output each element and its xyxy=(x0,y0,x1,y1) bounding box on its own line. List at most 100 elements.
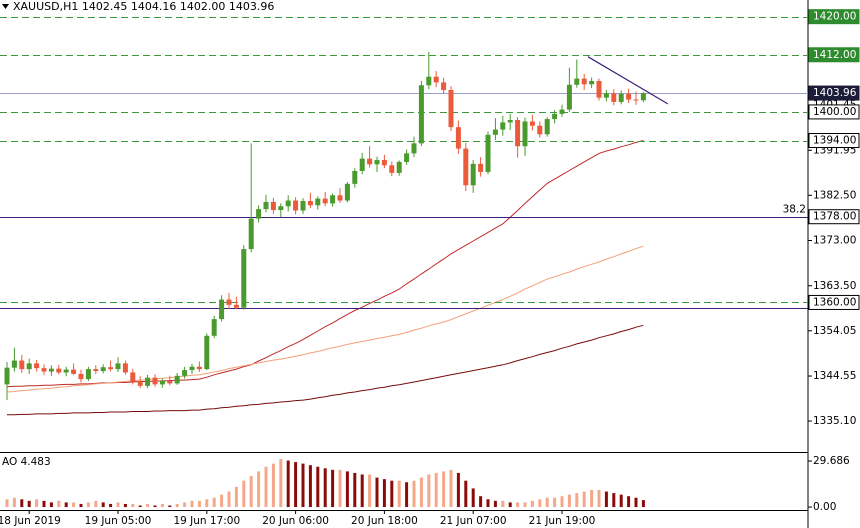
candle-body xyxy=(507,120,513,123)
ao-bar xyxy=(360,474,364,508)
ao-bar xyxy=(205,499,209,508)
candle-body xyxy=(596,80,602,98)
candle-body xyxy=(248,218,254,250)
x-tick-label: 20 Jun 06:00 xyxy=(262,515,329,527)
menu-triangle[interactable] xyxy=(2,4,9,9)
candle-body xyxy=(256,209,262,219)
candle-body xyxy=(219,299,225,320)
price-label-box xyxy=(808,85,860,101)
candle-body xyxy=(544,119,550,135)
ao-bar xyxy=(72,502,76,508)
ao-bar xyxy=(575,493,579,508)
candle-body xyxy=(145,377,151,386)
candle-body xyxy=(581,78,587,85)
candle-body xyxy=(300,200,306,211)
ao-bar xyxy=(516,502,520,508)
candle-body xyxy=(182,370,188,376)
ao-bar xyxy=(641,500,645,508)
candle-body xyxy=(448,90,454,128)
candle-body xyxy=(108,367,114,370)
ao-bar xyxy=(212,497,216,508)
candle-body xyxy=(529,121,535,126)
ao-bar xyxy=(175,503,179,508)
ao-bar xyxy=(345,471,349,508)
candle-body xyxy=(367,158,373,165)
candle-body xyxy=(307,200,313,206)
y-tick-label: 1363.50 xyxy=(813,280,856,292)
indicator-title: AO 4.483 xyxy=(2,456,51,468)
moving-average xyxy=(6,245,644,393)
candle-body xyxy=(4,367,10,385)
candle-body xyxy=(559,109,565,114)
candle-body xyxy=(322,198,328,204)
ao-bar xyxy=(449,469,453,508)
y-tick-label: 1354.05 xyxy=(813,325,856,337)
candle-body xyxy=(48,368,54,372)
ao-bar xyxy=(412,480,416,508)
ao-bar xyxy=(375,477,379,508)
candle-body xyxy=(404,153,410,162)
ao-bar xyxy=(249,476,253,508)
x-tick-label: 21 Jun 19:00 xyxy=(529,515,596,527)
candle-body xyxy=(463,148,469,186)
y-tick-label: 0.00 xyxy=(813,501,836,513)
candle-body xyxy=(204,335,210,370)
ao-bar xyxy=(286,460,290,508)
candle-body xyxy=(552,113,558,120)
ao-bar xyxy=(12,497,16,508)
price-label: 1412.00 xyxy=(813,49,856,61)
price-label: 1400.00 xyxy=(813,106,856,118)
ao-bar xyxy=(634,497,638,508)
candle-body xyxy=(522,121,528,147)
price-label-box xyxy=(808,133,860,149)
candle-body xyxy=(411,143,417,154)
chart-title: XAUUSD,H1 1402.45 1404.16 1402.00 1403.9… xyxy=(13,0,274,13)
ao-bar xyxy=(264,466,268,508)
ao-bar xyxy=(419,477,423,508)
ao-bar xyxy=(94,500,98,508)
candle-body xyxy=(233,304,239,308)
ao-bar xyxy=(42,500,46,508)
candle-body xyxy=(100,367,106,372)
price-label: 1394.00 xyxy=(813,135,856,147)
ao-bar xyxy=(227,491,231,508)
candle-body xyxy=(344,183,350,201)
candle-body xyxy=(478,163,484,172)
ao-bar xyxy=(279,458,283,508)
ao-bar xyxy=(456,472,460,508)
ao-bar xyxy=(301,463,305,508)
ao-bar xyxy=(271,463,275,508)
candle-body xyxy=(189,366,195,371)
ao-bar xyxy=(553,497,557,508)
ao-bar xyxy=(486,499,490,508)
candle-body xyxy=(19,360,25,370)
price-label-box xyxy=(808,294,860,310)
ao-bar xyxy=(382,479,386,508)
candle-body xyxy=(71,369,77,374)
ao-bar xyxy=(109,503,113,508)
candle-body xyxy=(374,160,380,165)
candle-body xyxy=(41,368,47,372)
candle-body xyxy=(211,319,217,336)
candle-body xyxy=(196,366,202,370)
x-tick-label: 20 Jun 18:00 xyxy=(351,515,418,527)
price-label-box xyxy=(808,209,860,225)
ao-bar xyxy=(101,502,105,508)
ao-bar xyxy=(338,469,342,508)
candle-body xyxy=(470,163,476,186)
price-label: 1403.96 xyxy=(813,87,857,99)
candle-body xyxy=(315,198,321,206)
candle-body xyxy=(63,369,69,373)
candle-body xyxy=(603,93,609,98)
candle-body xyxy=(426,76,432,86)
ao-bar xyxy=(294,462,298,508)
ao-bar xyxy=(567,494,571,508)
candle-body xyxy=(574,78,580,85)
ao-bar xyxy=(582,491,586,508)
candle-body xyxy=(56,368,62,373)
candle-body xyxy=(611,93,617,102)
ao-bar xyxy=(331,469,335,508)
ao-bar xyxy=(57,500,61,508)
candle-body xyxy=(152,377,158,385)
candle-body xyxy=(174,375,180,384)
